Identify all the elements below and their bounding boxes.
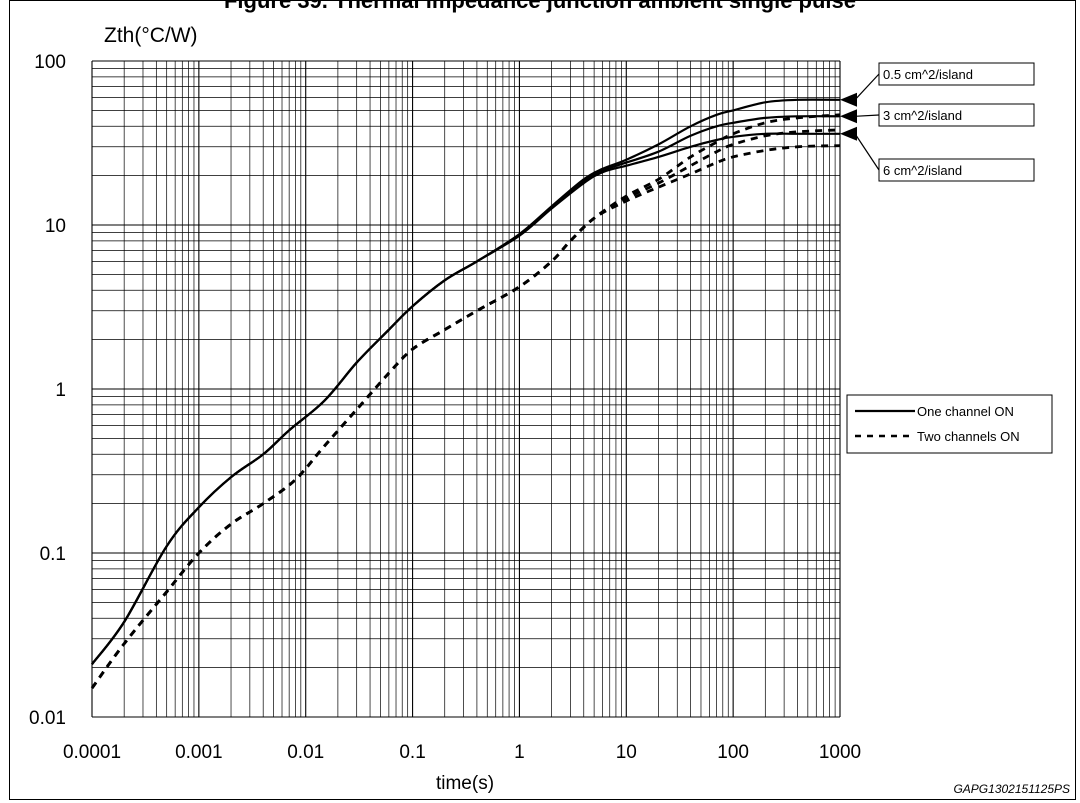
x-tick-label: 0.0001 (63, 742, 121, 763)
series-line (90, 144, 841, 689)
legend: One channel ON Two channels ON (846, 394, 1053, 454)
y-tick-label: 100 (34, 52, 66, 73)
x-axis-label: time(s) (436, 773, 494, 794)
series-line (91, 115, 841, 665)
document-code: GAPG1302151125PS (953, 782, 1070, 796)
annotations: 0.5 cm^2/island 3 cm^2/island 6 cm^2/islan… (840, 62, 1035, 182)
series-line (91, 132, 840, 665)
x-tick-label: 0.1 (399, 742, 425, 763)
annotation-label: 0.5 cm^2/island (883, 67, 973, 82)
chart-frame (9, 0, 1076, 800)
series-layer (90, 98, 841, 689)
annotation-label: 6 cm^2/island (883, 163, 962, 178)
x-tick-label: 0.01 (287, 742, 324, 763)
legend-label: One channel ON (917, 404, 1014, 419)
y-tick-label: 0.1 (40, 544, 66, 565)
x-tick-label: 1000 (819, 742, 861, 763)
tick-labels: 0.0001 0.001 0.01 0.1 1 10 100 1000 0.01 0.1 1 10 10… (29, 52, 861, 763)
arrow-head (840, 109, 857, 124)
x-tick-label: 1 (514, 742, 525, 763)
y-axis-label: Zth(°C/W) (104, 24, 198, 47)
y-tick-label: 0.01 (29, 708, 66, 729)
series-line (90, 128, 841, 689)
annotation-label: 3 cm^2/island (883, 108, 962, 123)
x-tick-label: 100 (717, 742, 749, 763)
annotation-arrow (854, 114, 880, 117)
annotation-arrow (854, 73, 880, 101)
legend-label: Two channels ON (917, 429, 1020, 444)
annotation-arrow (854, 133, 880, 171)
y-tick-label: 1 (55, 380, 66, 401)
chart-title: Figure 39. Thermal impedance junction am… (223, 0, 857, 13)
series-line (91, 98, 841, 665)
arrow-head (840, 92, 857, 107)
y-tick-label: 10 (45, 216, 66, 237)
x-tick-label: 0.001 (175, 742, 223, 763)
legend-box (846, 394, 1053, 454)
arrow-head (840, 126, 857, 141)
grid (91, 60, 841, 718)
x-tick-label: 10 (616, 742, 637, 763)
